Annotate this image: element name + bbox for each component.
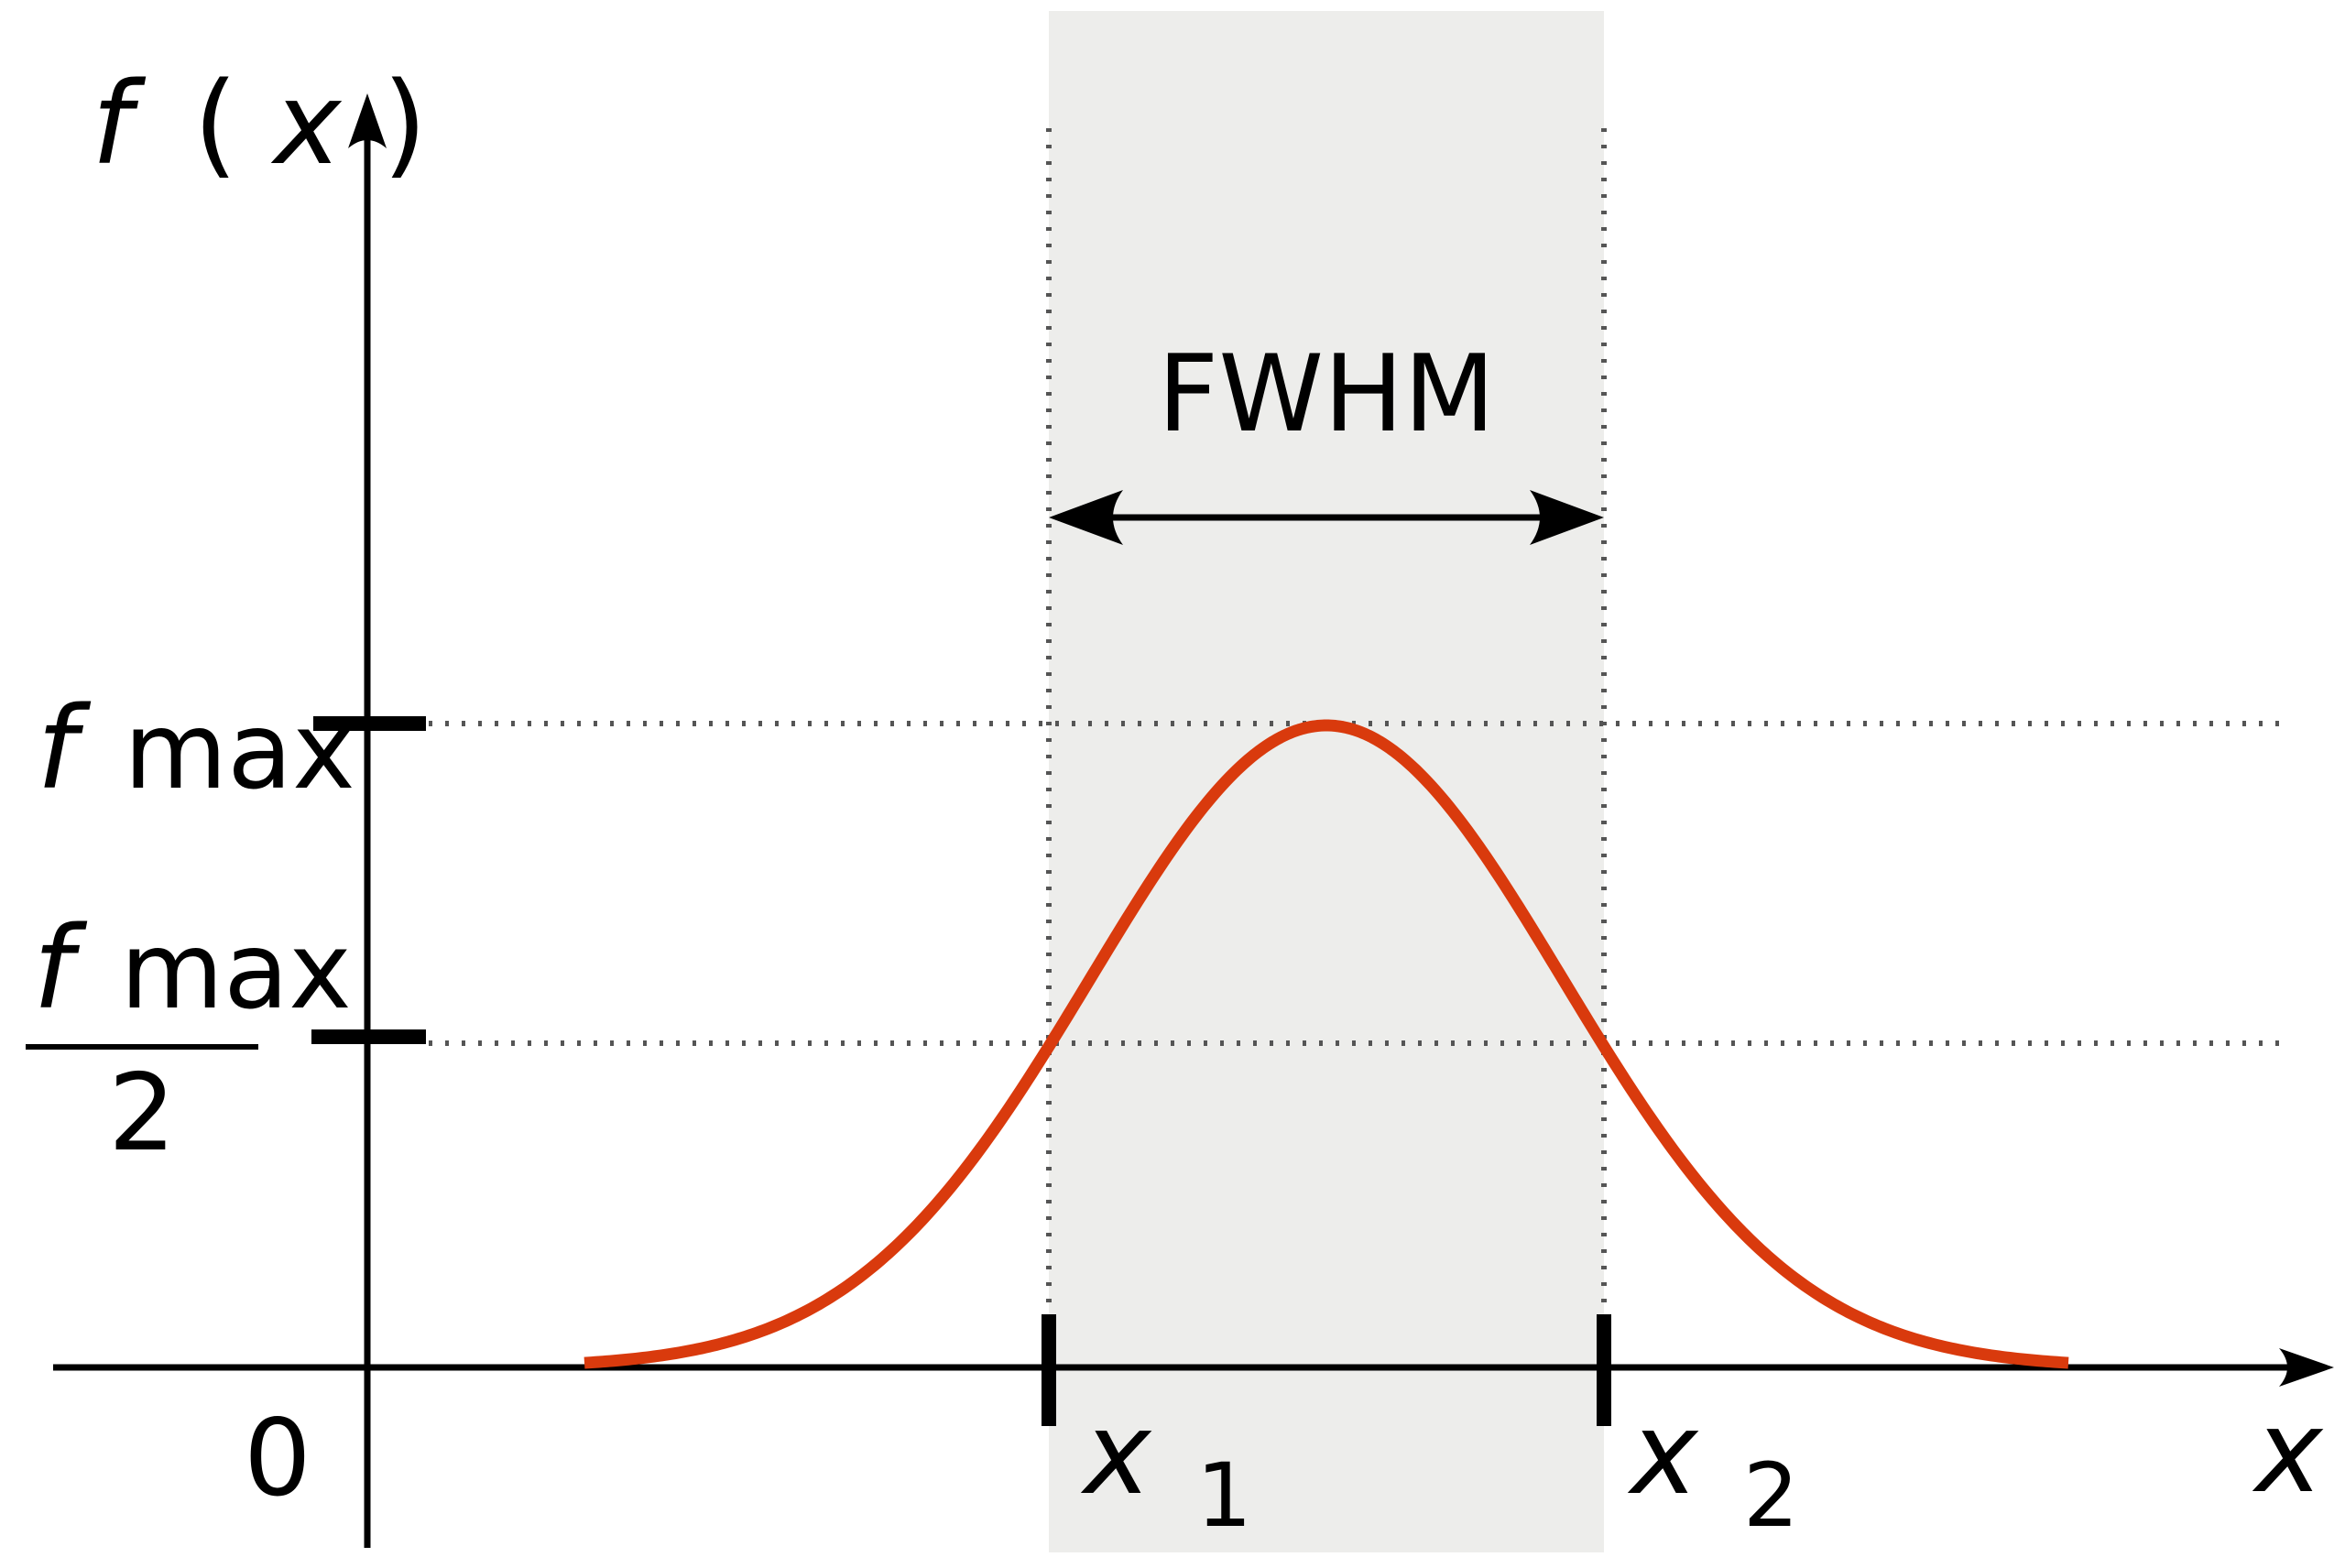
- y-axis-label: f ( x ): [92, 59, 427, 191]
- x-axis-arrowhead: [2279, 1348, 2334, 1387]
- x1-label-subscript: 1: [1196, 1444, 1252, 1547]
- gaussian-curve: [582, 719, 2071, 1369]
- x-axis-label: x: [2252, 1387, 2324, 1519]
- y-axis-arrowhead: [348, 93, 387, 148]
- y-axis-label-open-paren: (: [193, 59, 237, 191]
- half-max-label-denominator: 2: [108, 1051, 176, 1175]
- fwhm-label: FWHM: [1158, 332, 1496, 456]
- y-axis-label-f: f: [92, 59, 147, 191]
- fmax-label-f: f: [37, 683, 92, 815]
- y-axis-label-x: x: [270, 59, 343, 191]
- fmax-label: f max: [37, 683, 355, 815]
- x2-label: x 2: [1627, 1388, 1799, 1547]
- fwhm-arrowhead-left: [1049, 490, 1123, 545]
- half-max-label-f: f: [33, 903, 88, 1035]
- y-axis-label-close-paren: ): [383, 59, 427, 191]
- origin-label: 0: [244, 1397, 311, 1520]
- x2-label-subscript: 2: [1743, 1444, 1799, 1547]
- x1-label-x: x: [1080, 1388, 1152, 1520]
- x1-label: x 1: [1080, 1388, 1252, 1547]
- fmax-label-subscript: max: [124, 690, 355, 813]
- half-max-label-subscript: max: [120, 909, 352, 1033]
- x2-label-x: x: [1627, 1388, 1699, 1520]
- half-max-label-numerator: f max: [33, 903, 352, 1035]
- fwhm-band: [1049, 11, 1604, 1552]
- fwhm-arrowhead-right: [1530, 490, 1604, 545]
